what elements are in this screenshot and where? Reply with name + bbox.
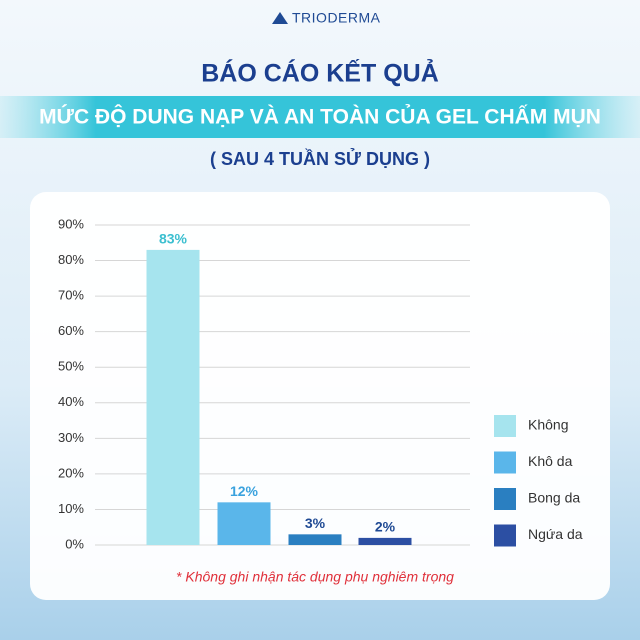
y-tick-label: 80% [58,252,84,267]
legend-swatch [494,415,516,437]
bar [358,537,412,545]
legend-label: Khô da [528,453,573,469]
legend-swatch [494,488,516,510]
y-tick-label: 40% [58,394,84,409]
subtitle-band [0,96,640,138]
y-tick-label: 90% [58,216,84,231]
y-tick-label: 50% [58,359,84,374]
legend-swatch [494,524,516,547]
value-label: 3% [305,515,326,531]
legend-swatch [494,451,516,474]
value-label: 12% [230,483,259,499]
legend-label: Không [528,417,568,433]
brand: TRIODERMA [292,10,381,26]
brand-logo [272,12,288,24]
value-label: 2% [375,519,396,535]
legend-label: Ngứa da [528,526,583,542]
y-tick-label: 70% [58,288,84,303]
y-tick-label: 10% [58,501,84,516]
y-tick-label: 0% [65,536,84,551]
value-label: 83% [159,231,188,247]
bar [146,249,200,545]
y-tick-label: 30% [58,430,84,445]
title: BÁO CÁO KẾT QUẢ [201,58,439,88]
note: ( SAU 4 TUẦN SỬ DỤNG ) [210,148,430,169]
bar [217,502,271,545]
y-tick-label: 20% [58,465,84,480]
bar [288,534,342,545]
y-tick-label: 60% [58,323,84,338]
footnote: * Không ghi nhận tác dụng phụ nghiêm trọ… [176,569,454,585]
legend-label: Bong da [528,490,580,506]
subtitle: MỨC ĐỘ DUNG NẠP VÀ AN TOÀN CỦA GEL CHẤM … [39,105,601,129]
